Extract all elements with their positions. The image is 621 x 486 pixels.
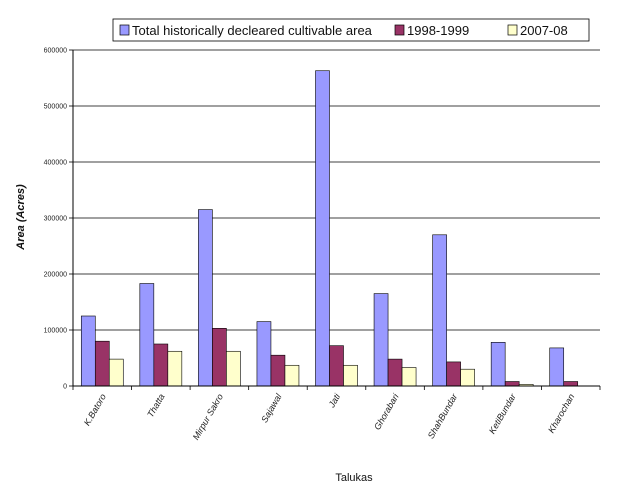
legend-box	[112, 18, 590, 42]
x-category-label: ShahBundar	[426, 391, 460, 440]
legend-label: Total historically decleared cultivable …	[132, 23, 373, 38]
y-axis: 0 100000 200000 300000 400000 500000 600000	[44, 48, 74, 391]
y-tick-label: 600000	[44, 48, 67, 55]
x-category-label: KetiBundar	[487, 391, 518, 435]
y-tick-label: 0	[63, 384, 67, 391]
x-axis: K.Batoro Thatta Mirpur Sakro Sajawal Jati Gho…	[72, 385, 601, 442]
y-tick-label: 300000	[44, 216, 67, 223]
chart-legend: Total historically decleared cultivable …	[112, 18, 590, 42]
bar-1998-1999	[212, 328, 227, 387]
bar-1998-1999	[270, 354, 286, 387]
legend-swatch	[119, 24, 130, 36]
bar-2007-08	[226, 350, 241, 387]
y-tick-label: 200000	[44, 272, 67, 279]
bars	[80, 70, 579, 387]
bar-total	[139, 283, 155, 387]
bar-total	[373, 293, 389, 387]
bar-1998-1999	[387, 358, 403, 387]
bar-total	[315, 70, 330, 387]
bar-total	[256, 321, 272, 387]
legend-swatch	[507, 24, 518, 36]
legend-label: 2007-08	[520, 23, 568, 38]
y-axis-title: Area (Acres)	[15, 184, 27, 251]
x-category-label: Sajawal	[259, 391, 284, 424]
x-category-label: Ghorabari	[372, 391, 401, 432]
x-axis-title: Talukas	[335, 472, 373, 484]
y-tick-label: 400000	[44, 160, 67, 167]
bar-1998-1999	[153, 343, 169, 387]
bar-total	[80, 315, 96, 387]
bar-2007-08	[343, 364, 358, 387]
legend-label: 1998-1999	[407, 23, 469, 38]
legend-swatch	[394, 24, 405, 36]
x-category-label: K.Batoro	[82, 392, 108, 427]
bar-1998-1999	[446, 361, 461, 387]
y-tick-label: 500000	[44, 104, 67, 111]
bar-1998-1999	[563, 381, 579, 387]
bar-total	[549, 347, 565, 387]
x-category-label: Jati	[326, 391, 343, 410]
bar-2007-08	[108, 358, 124, 387]
gridlines	[73, 49, 600, 331]
bar-2007-08	[401, 367, 417, 387]
x-category-label: Mirpur Sakro	[191, 392, 225, 442]
y-tick-label: 100000	[44, 328, 67, 335]
bar-1998-1999	[504, 381, 520, 387]
bar-1998-1999	[94, 340, 110, 387]
bar-total	[198, 209, 213, 387]
x-category-label: Kharochan	[546, 392, 576, 435]
bar-2007-08	[167, 350, 183, 387]
bar-1998-1999	[329, 345, 344, 387]
bar-total	[432, 234, 447, 387]
bar-2007-08	[284, 364, 300, 387]
x-category-label: Thatta	[145, 392, 166, 419]
bar-total	[490, 342, 506, 387]
bar-2007-08	[460, 368, 475, 387]
